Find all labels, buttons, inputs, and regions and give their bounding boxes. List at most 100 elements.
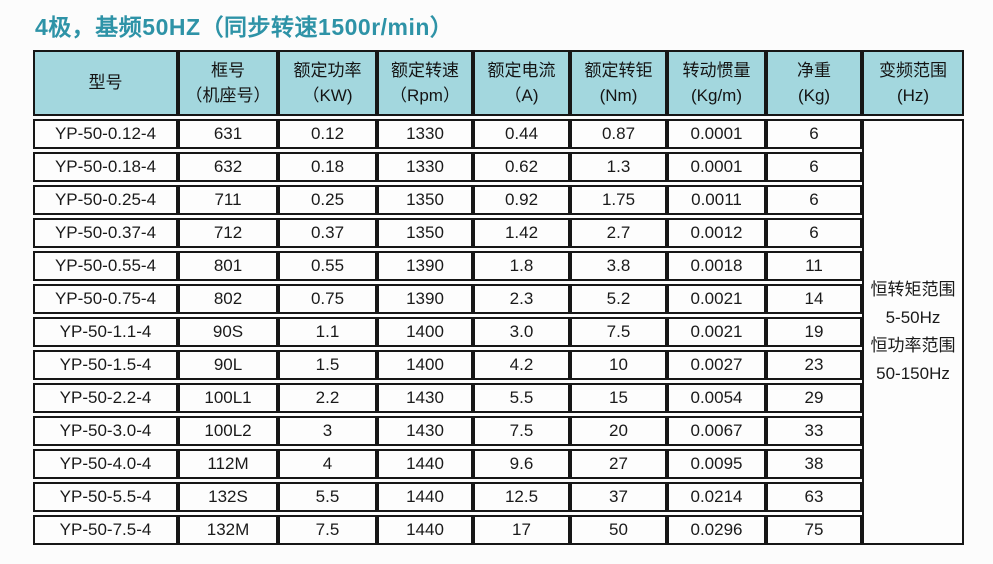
cell-torque: 15 [570, 383, 667, 413]
cell-inertia: 0.0001 [667, 152, 766, 182]
cell-torque: 3.8 [570, 251, 667, 281]
freq-range-line: 恒功率范围 [870, 336, 956, 355]
cell-inertia: 0.0001 [667, 119, 766, 149]
cell-torque: 20 [570, 416, 667, 446]
cell-torque: 10 [570, 350, 667, 380]
cell-frame: 631 [178, 119, 278, 149]
cell-weight: 14 [766, 284, 862, 314]
table-header: 型号 框号 （机座号） 额定功率 （KW) 额定转速 （Rpm） 额定电流 （A) 额定… [33, 50, 964, 116]
cell-model: YP-50-0.55-4 [33, 251, 178, 281]
cell-frame: 632 [178, 152, 278, 182]
cell-weight: 75 [766, 515, 862, 545]
cell-current: 3.0 [473, 317, 570, 347]
cell-weight: 11 [766, 251, 862, 281]
table-row: YP-50-0.75-4 802 0.75 1390 2.3 5.2 0.002… [33, 284, 964, 314]
cell-weight: 63 [766, 482, 862, 512]
cell-current: 2.3 [473, 284, 570, 314]
cell-torque: 5.2 [570, 284, 667, 314]
col-header-frame: 框号 （机座号） [178, 50, 278, 116]
table-row: YP-50-3.0-4 100L2 3 1430 7.5 20 0.0067 3… [33, 416, 964, 446]
freq-range-cell: 恒转矩范围 5-50Hz 恒功率范围 50-150Hz [862, 119, 964, 545]
cell-current: 0.62 [473, 152, 570, 182]
cell-power: 0.25 [278, 185, 377, 215]
cell-speed: 1430 [377, 383, 473, 413]
table-row: YP-50-2.2-4 100L1 2.2 1430 5.5 15 0.0054… [33, 383, 964, 413]
cell-speed: 1440 [377, 449, 473, 479]
cell-power: 5.5 [278, 482, 377, 512]
cell-inertia: 0.0012 [667, 218, 766, 248]
cell-power: 2.2 [278, 383, 377, 413]
cell-torque: 0.87 [570, 119, 667, 149]
cell-power: 7.5 [278, 515, 377, 545]
cell-torque: 50 [570, 515, 667, 545]
table-row: YP-50-1.1-4 90S 1.1 1400 3.0 7.5 0.0021 … [33, 317, 964, 347]
header-row: 型号 框号 （机座号） 额定功率 （KW) 额定转速 （Rpm） 额定电流 （A) 额定… [33, 50, 964, 116]
cell-weight: 19 [766, 317, 862, 347]
cell-speed: 1440 [377, 482, 473, 512]
cell-inertia: 0.0011 [667, 185, 766, 215]
cell-frame: 90L [178, 350, 278, 380]
cell-current: 9.6 [473, 449, 570, 479]
cell-weight: 29 [766, 383, 862, 413]
cell-inertia: 0.0021 [667, 317, 766, 347]
col-header-freq-range: 变频范围 (Hz) [862, 50, 964, 116]
cell-power: 0.12 [278, 119, 377, 149]
cell-inertia: 0.0021 [667, 284, 766, 314]
cell-power: 0.37 [278, 218, 377, 248]
cell-frame: 711 [178, 185, 278, 215]
table-row: YP-50-0.18-4 632 0.18 1330 0.62 1.3 0.00… [33, 152, 964, 182]
cell-frame: 100L2 [178, 416, 278, 446]
cell-power: 0.18 [278, 152, 377, 182]
cell-power: 1.5 [278, 350, 377, 380]
cell-weight: 23 [766, 350, 862, 380]
cell-speed: 1400 [377, 350, 473, 380]
cell-speed: 1330 [377, 152, 473, 182]
col-header-weight: 净重 (Kg) [766, 50, 862, 116]
cell-frame: 90S [178, 317, 278, 347]
cell-speed: 1430 [377, 416, 473, 446]
cell-current: 7.5 [473, 416, 570, 446]
table-row: YP-50-1.5-4 90L 1.5 1400 4.2 10 0.0027 2… [33, 350, 964, 380]
cell-speed: 1350 [377, 218, 473, 248]
freq-range-line: 恒转矩范围 [870, 279, 956, 299]
cell-speed: 1440 [377, 515, 473, 545]
cell-speed: 1400 [377, 317, 473, 347]
cell-current: 5.5 [473, 383, 570, 413]
table-body: YP-50-0.12-4 631 0.12 1330 0.44 0.87 0.0… [33, 119, 964, 545]
cell-inertia: 0.0018 [667, 251, 766, 281]
cell-model: YP-50-4.0-4 [33, 449, 178, 479]
cell-weight: 33 [766, 416, 862, 446]
cell-model: YP-50-0.25-4 [33, 185, 178, 215]
cell-current: 12.5 [473, 482, 570, 512]
cell-frame: 712 [178, 218, 278, 248]
page: 4极，基频50HZ（同步转速1500r/min） 型号 框号 （机座号） 额定功率… [33, 14, 964, 545]
cell-frame: 112M [178, 449, 278, 479]
table-row: YP-50-0.25-4 711 0.25 1350 0.92 1.75 0.0… [33, 185, 964, 215]
cell-power: 0.55 [278, 251, 377, 281]
table-row: YP-50-7.5-4 132M 7.5 1440 17 50 0.0296 7… [33, 515, 964, 545]
cell-weight: 6 [766, 218, 862, 248]
cell-frame: 132S [178, 482, 278, 512]
freq-range-line: 50-150Hz [876, 364, 950, 384]
col-header-torque: 额定转钜 (Nm) [570, 50, 667, 116]
cell-current: 4.2 [473, 350, 570, 380]
cell-model: YP-50-3.0-4 [33, 416, 178, 446]
cell-torque: 27 [570, 449, 667, 479]
cell-power: 3 [278, 416, 377, 446]
cell-model: YP-50-2.2-4 [33, 383, 178, 413]
cell-current: 0.44 [473, 119, 570, 149]
cell-model: YP-50-5.5-4 [33, 482, 178, 512]
cell-model: YP-50-0.12-4 [33, 119, 178, 149]
cell-inertia: 0.0214 [667, 482, 766, 512]
cell-weight: 6 [766, 119, 862, 149]
table-row: YP-50-0.12-4 631 0.12 1330 0.44 0.87 0.0… [33, 119, 964, 545]
col-header-model: 型号 [33, 50, 178, 116]
freq-range-line: 5-50Hz [885, 307, 941, 327]
cell-frame: 100L1 [178, 383, 278, 413]
cell-speed: 1330 [377, 119, 473, 149]
col-header-power: 额定功率 （KW) [278, 50, 377, 116]
cell-model: YP-50-0.37-4 [33, 218, 178, 248]
cell-power: 4 [278, 449, 377, 479]
table-row: YP-50-5.5-4 132S 5.5 1440 12.5 37 0.0214… [33, 482, 964, 512]
cell-inertia: 0.0027 [667, 350, 766, 380]
